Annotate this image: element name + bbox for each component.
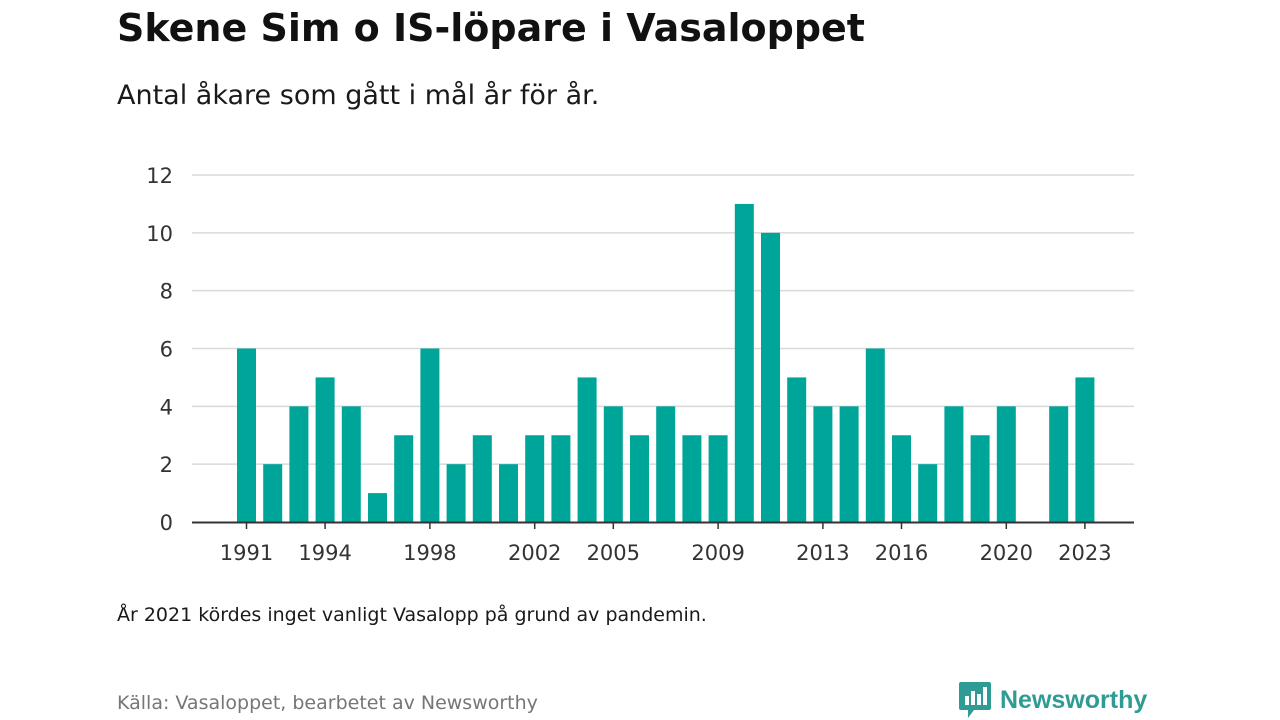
bar-1999 [446,464,466,522]
x-tick-label-2005: 2005 [587,541,640,565]
x-tick-label-2023: 2023 [1058,541,1111,565]
x-tick-label-2009: 2009 [691,541,744,565]
brand-name: Newsworthy [1000,685,1148,714]
y-axis-tick-labels: 0 2 4 6 8 10 12 [146,164,173,535]
chart-title: Skene Sim o IS-löpare i Vasaloppet [117,6,865,50]
y-tick-label-6: 6 [160,338,173,362]
x-tick-label-1994: 1994 [298,541,351,565]
bar-1995 [341,406,361,522]
bar-2022 [1049,406,1069,522]
x-axis [192,521,1134,529]
chart-subtitle: Antal åkare som gått i mål år för år. [117,80,600,111]
x-tick-label-2020: 2020 [980,541,1033,565]
bar-1996 [368,493,387,522]
x-tick-label-2002: 2002 [508,541,561,565]
bar-2003 [551,435,571,522]
bar-2008 [682,435,702,522]
bar-2009 [708,435,728,522]
bar-2004 [577,377,597,522]
bar-1994 [315,377,335,522]
x-tick-label-2016: 2016 [875,541,928,565]
bar-1992 [263,464,283,522]
bar-chart-speech-icon [959,682,991,718]
y-tick-label-0: 0 [160,511,173,535]
newsworthy-logo: Newsworthy [958,680,1147,720]
bar-2019 [970,435,990,522]
bar-2015 [865,348,885,522]
bar-1993 [289,406,309,522]
bar-2012 [787,377,807,522]
bar-2014 [839,406,859,522]
bar-2002 [525,435,545,522]
bar-1997 [394,435,414,522]
bar-2017 [918,464,938,522]
bar-1991 [237,348,256,522]
bar-2016 [892,435,911,522]
y-tick-label-2: 2 [160,453,173,477]
bar-2001 [499,464,518,522]
y-tick-label-8: 8 [160,280,173,304]
bar-1998 [420,348,440,522]
bar-2013 [813,406,833,522]
x-axis-tick-labels: 1991 1994 1998 2002 2005 2009 2013 2016 2020 2023 [220,541,1112,565]
bar-2010 [734,203,754,522]
bar-2023 [1075,377,1095,522]
y-tick-label-12: 12 [146,164,173,188]
bar-2011 [761,232,780,523]
bar-2005 [603,406,623,522]
bars [237,203,1095,523]
bar-2018 [944,406,964,522]
bar-2000 [472,435,492,522]
bar-2007 [656,406,676,522]
x-tick-label-1998: 1998 [403,541,456,565]
bar-2020 [996,406,1016,522]
x-tick-label-2013: 2013 [796,541,849,565]
bar-2006 [630,435,649,522]
chart-note: År 2021 kördes inget vanligt Vasalopp på… [117,604,707,626]
y-tick-label-10: 10 [146,222,173,246]
y-tick-label-4: 4 [160,395,173,419]
bar-chart: 0 2 4 6 8 10 12 1991 1994 1998 2002 2005 2009 2013 20… [146,164,1134,565]
source-text: Källa: Vasaloppet, bearbetet av Newswort… [117,692,538,714]
x-tick-label-1991: 1991 [220,541,273,565]
